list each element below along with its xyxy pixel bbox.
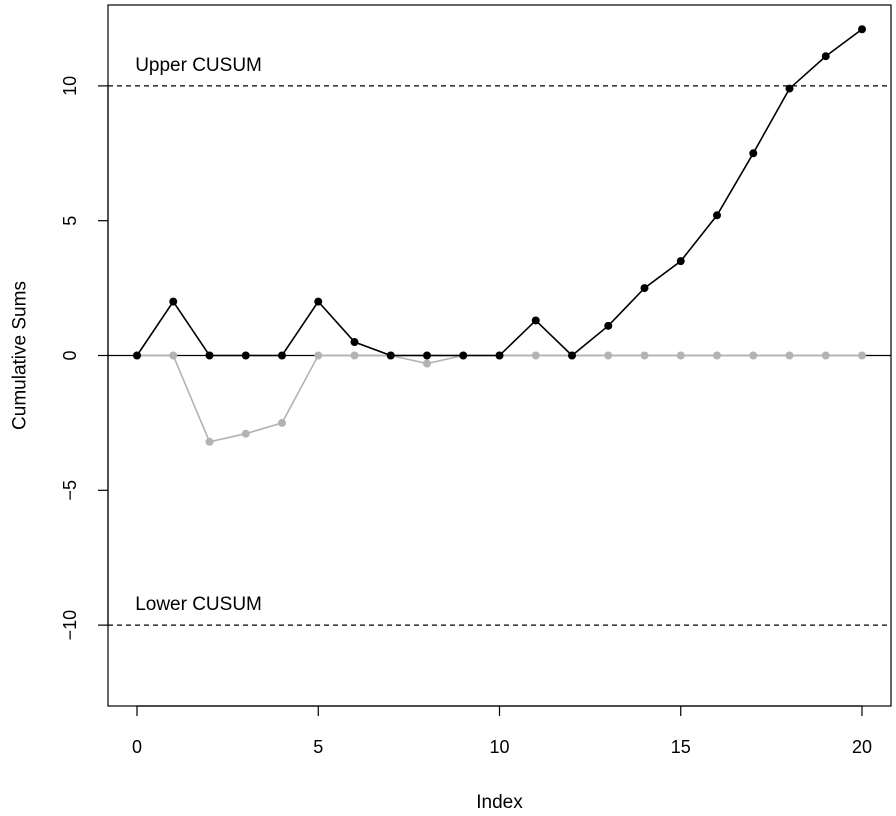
series-line [136, 28, 863, 357]
data-point [858, 25, 866, 34]
data-point [423, 351, 431, 360]
series-layer [133, 25, 866, 446]
data-point [568, 351, 576, 360]
data-point [640, 284, 649, 293]
data-point [278, 418, 286, 427]
x-tick-label: 0 [132, 737, 142, 757]
data-point [858, 351, 866, 360]
reference-lines: Upper CUSUM Lower CUSUM [108, 55, 891, 626]
data-point [169, 351, 178, 360]
y-axis-title: Cumulative Sums [10, 281, 31, 430]
data-point [350, 338, 359, 347]
data-point [749, 351, 758, 360]
data-point [350, 351, 359, 360]
y-tick-label: −5 [60, 480, 80, 501]
data-point [785, 84, 794, 93]
y-tick-label: −10 [60, 610, 80, 641]
data-point [604, 321, 613, 330]
data-point [640, 351, 649, 360]
x-tick-label: 20 [852, 737, 872, 757]
series-line [137, 354, 862, 443]
data-point [386, 351, 395, 360]
data-point [821, 52, 830, 61]
data-point [531, 316, 540, 325]
y-axis: −10 −5 0 5 10 [60, 76, 109, 641]
data-point [676, 351, 685, 360]
data-point [423, 359, 431, 368]
x-tick-label: 10 [489, 737, 509, 757]
data-point [785, 351, 794, 360]
data-point [169, 297, 178, 306]
y-tick-label: 0 [60, 350, 80, 360]
data-point [133, 351, 141, 360]
limit-label: Lower CUSUM [135, 594, 262, 615]
data-point [459, 351, 468, 360]
x-tick-label: 15 [671, 737, 691, 757]
data-point [749, 149, 758, 158]
data-point [676, 257, 685, 266]
data-point [314, 297, 323, 306]
data-point [314, 351, 323, 360]
x-tick-label: 5 [313, 737, 323, 757]
x-axis-title: Index [476, 792, 523, 813]
x-axis: 0 5 10 15 20 [132, 705, 872, 757]
data-point [241, 429, 250, 438]
data-point [205, 437, 214, 446]
data-point [604, 351, 613, 360]
y-tick-label: 5 [60, 216, 80, 226]
data-point [495, 351, 504, 360]
data-point [531, 351, 540, 360]
data-point [713, 211, 721, 220]
series [133, 351, 866, 446]
series [133, 25, 866, 360]
data-point [241, 351, 250, 360]
data-point [821, 351, 830, 360]
data-point [713, 351, 721, 360]
y-tick-label: 10 [60, 76, 80, 96]
data-point [278, 351, 286, 360]
data-point [205, 351, 214, 360]
limit-label: Upper CUSUM [135, 55, 262, 76]
